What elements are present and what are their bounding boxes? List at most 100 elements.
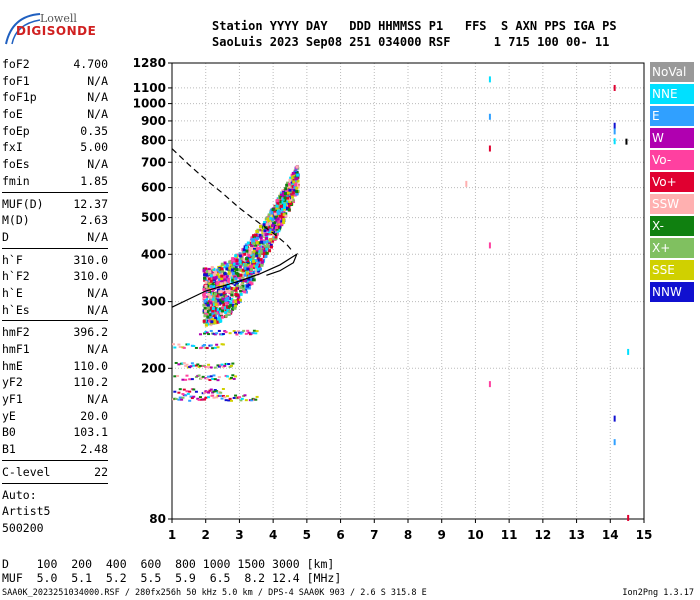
echo-point: [218, 319, 222, 323]
echo-point: [277, 197, 281, 201]
echo-point: [292, 178, 296, 182]
echo-point: [265, 247, 269, 251]
echo-point: [279, 220, 283, 224]
echo-point: [220, 269, 224, 273]
echo-point: [196, 397, 200, 400]
echo-point: [216, 281, 220, 285]
echo-point: [206, 284, 210, 288]
param-value: 2.63: [80, 213, 108, 228]
echo-point: [230, 297, 234, 301]
echo-point: [271, 239, 275, 243]
echo-point: [248, 241, 252, 245]
x-tick-label: 6: [336, 528, 344, 542]
echo-point: [286, 191, 290, 195]
echo-point: [250, 267, 254, 271]
echo-point: [203, 391, 207, 394]
echo-point: [219, 282, 223, 286]
echo-point: [214, 299, 218, 303]
echo-point: [488, 113, 491, 120]
echo-point: [184, 364, 188, 367]
param-label: foF2: [2, 57, 30, 71]
echo-point: [181, 378, 185, 381]
echo-point: [263, 248, 267, 252]
echo-point: [242, 278, 246, 282]
echo-point: [203, 314, 207, 318]
echo-point: [291, 185, 295, 189]
echo-point: [234, 394, 238, 397]
echo-point: [287, 186, 291, 190]
echo-point: [229, 303, 233, 307]
parameter-panel: foF2 4.700 foF1 N/A foF1p N/A foE N/A foEp 0.35 fx…: [2, 56, 108, 537]
echo-point: [254, 398, 258, 401]
echo-point: [225, 289, 229, 293]
echo-point: [241, 284, 245, 288]
echo-point: [220, 363, 224, 366]
echo-point: [225, 305, 229, 309]
echo-point: [283, 198, 287, 202]
echo-point: [214, 271, 218, 275]
echo-point: [192, 344, 196, 347]
echo-point: [209, 344, 213, 347]
echo-point: [209, 295, 213, 299]
echo-point: [221, 333, 225, 336]
echo-point: [206, 315, 210, 319]
echo-point: [255, 254, 259, 258]
echo-point: [201, 375, 205, 378]
echo-point: [227, 271, 231, 275]
echo-point: [216, 320, 220, 324]
echo-point: [211, 297, 215, 301]
echo-point: [231, 303, 235, 307]
echo-point: [281, 195, 285, 199]
echo-point: [245, 249, 249, 253]
echo-point: [215, 332, 219, 335]
param-label: C-level: [2, 464, 51, 479]
echo-point: [268, 228, 272, 232]
echo-point: [177, 398, 181, 401]
echo-point: [190, 362, 194, 365]
echo-point: [229, 269, 233, 273]
echo-point: [248, 277, 252, 281]
echo-point: [228, 332, 232, 335]
y-tick-label: 80: [149, 512, 166, 526]
echo-point: [212, 374, 216, 377]
echo-point: [238, 260, 242, 264]
echo-point: [291, 175, 295, 179]
echo-point: [225, 262, 229, 266]
echo-point: [237, 273, 241, 277]
param-row: foF2 4.700: [2, 56, 108, 73]
echo-point: [222, 275, 226, 279]
param-label: foF1: [2, 73, 30, 88]
echo-point: [234, 254, 238, 258]
polarization-legend: NoVal NNE E W Vo- Vo+ SSW X- X+ SSE NNW: [650, 62, 694, 304]
echo-point: [204, 396, 208, 399]
echo-point: [223, 281, 227, 285]
echo-point: [246, 329, 250, 332]
echo-point: [261, 249, 265, 253]
echo-point: [260, 262, 264, 266]
echo-point: [283, 194, 287, 198]
echo-point: [198, 396, 202, 399]
echo-point: [208, 290, 212, 294]
echo-point: [286, 181, 290, 185]
echo-point: [240, 331, 244, 334]
y-tick-label: 1280: [133, 56, 166, 70]
legend-item-nnw: NNW: [650, 282, 694, 302]
echo-point: [256, 232, 260, 236]
param-label: M(D): [2, 213, 30, 228]
echo-point: [235, 333, 239, 336]
echo-point: [287, 193, 291, 197]
param-label: h`Es: [2, 302, 30, 317]
param-value: 310.0: [73, 269, 108, 284]
echo-point: [213, 333, 217, 336]
echo-point: [224, 295, 228, 299]
echo-point: [217, 365, 221, 368]
echo-point: [613, 128, 616, 135]
echo-point: [226, 297, 230, 301]
logo-arc-icon: [5, 13, 41, 45]
echo-point: [239, 273, 243, 277]
echo-point: [210, 320, 214, 324]
footer-version: Ion2Png 1.3.17: [622, 588, 694, 598]
echo-point: [232, 377, 236, 380]
echo-point: [216, 268, 220, 272]
echo-point: [251, 257, 255, 261]
